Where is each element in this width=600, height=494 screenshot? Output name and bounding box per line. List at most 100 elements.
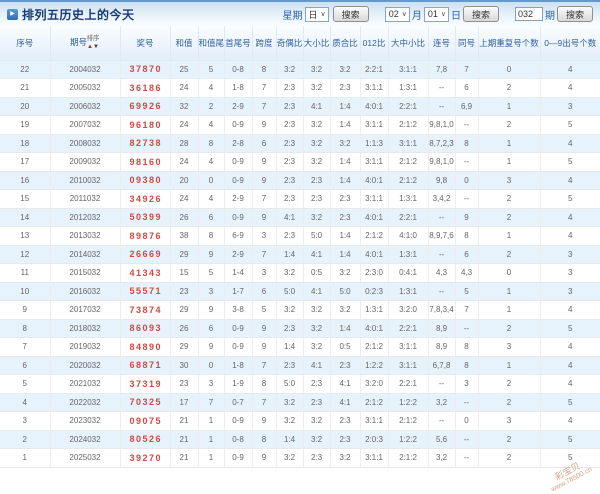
cell-span: 9 <box>252 115 277 135</box>
cell-odd-even: 5:0 <box>276 374 304 394</box>
cell-seq: 16 <box>0 171 51 190</box>
cell-repeat-count: 0 <box>478 60 541 79</box>
cell-winning-number: 55571 <box>120 282 171 301</box>
cell-sum-tail: 3 <box>198 282 225 301</box>
cell-big-mid-small: 2:2:1 <box>388 208 429 227</box>
cell-odd-even: 3:2 <box>276 263 304 283</box>
cell-prime-composite: 5:0 <box>330 282 361 301</box>
cell-issue: 2006032 <box>50 97 121 116</box>
cell-big-small: 4:1 <box>303 245 331 264</box>
cell-seq: 22 <box>0 60 51 79</box>
cell-first-last: 0-9 <box>224 319 253 338</box>
cell-012: 3:1:1 <box>360 152 389 172</box>
cell-same: 5 <box>455 282 479 301</box>
cell-repeat-count: 1 <box>478 282 541 301</box>
cell-sum-tail: 3 <box>198 374 225 394</box>
cell-repeat-count: 1 <box>478 226 541 246</box>
cell-digit-count: 5 <box>540 189 600 209</box>
cell-odd-even: 2:3 <box>276 171 304 190</box>
cell-first-last: 6-9 <box>224 226 253 246</box>
month-select[interactable]: 02 ∨ <box>384 6 410 22</box>
col-header-sum-tail: 和值尾 <box>197 26 225 61</box>
table-row: 12 2014032 26669 29 9 2-9 7 1:4 4:1 1:4 … <box>0 245 600 264</box>
cell-sum: 29 <box>170 245 199 264</box>
cell-first-last: 2-8 <box>224 134 253 153</box>
cell-012: 2:1:2 <box>360 393 389 412</box>
cell-big-small: 2:3 <box>303 393 331 412</box>
cell-big-mid-small: 2:2:1 <box>388 97 429 116</box>
cell-big-mid-small: 1:2:2 <box>388 430 429 449</box>
cell-big-mid-small: 2:1:2 <box>388 152 429 172</box>
cell-repeat-count: 2 <box>478 189 541 209</box>
cell-012: 2:1:2 <box>360 226 389 246</box>
cell-first-last: 0-8 <box>224 60 253 79</box>
cell-sum-tail: 5 <box>198 263 225 283</box>
cell-winning-number: 68871 <box>120 356 171 375</box>
cell-big-small: 3:2 <box>303 60 331 79</box>
cell-seq: 5 <box>0 374 51 394</box>
cell-big-small: 0:5 <box>303 263 331 283</box>
cell-consecutive: -- <box>428 374 456 394</box>
cell-consecutive: 7,8,3,4 <box>428 300 456 320</box>
cell-prime-composite: 3:2 <box>330 448 361 468</box>
cell-seq: 8 <box>0 319 51 338</box>
cell-digit-count: 3 <box>540 263 600 283</box>
cell-012: 2:1:2 <box>360 337 389 357</box>
table-body: 22 2004032 37870 25 5 0-8 8 3:2 3:2 3:2 … <box>0 60 600 468</box>
cell-sum-tail: 9 <box>198 300 225 320</box>
cell-span: 9 <box>252 319 277 338</box>
cell-consecutive: 9,8 <box>428 171 456 190</box>
cell-first-last: 1-8 <box>224 356 253 375</box>
cell-odd-even: 3:2 <box>276 60 304 79</box>
cell-big-small: 4:1 <box>303 97 331 116</box>
cell-consecutive: 5,6 <box>428 430 456 449</box>
cell-repeat-count: 3 <box>478 171 541 190</box>
col-header-seq: 序号 <box>0 26 51 61</box>
cell-big-mid-small: 1:3:1 <box>388 245 429 264</box>
cell-first-last: 2-9 <box>224 189 253 209</box>
cell-span: 6 <box>252 134 277 153</box>
cell-same: 6,9 <box>455 97 479 116</box>
date-search-button[interactable]: 搜索 <box>462 6 499 22</box>
cell-sum: 32 <box>170 97 199 116</box>
month-label: 月 <box>411 10 422 22</box>
cell-012: 4:0:1 <box>360 97 389 116</box>
cell-big-mid-small: 1:3:1 <box>388 78 429 98</box>
cell-same: -- <box>455 189 479 209</box>
cell-issue: 2015032 <box>50 263 121 283</box>
cell-prime-composite: 2:3 <box>330 208 361 227</box>
chevron-down-icon: ∨ <box>401 11 407 18</box>
cell-issue: 2013032 <box>50 226 121 246</box>
sort-label: 排序 <box>86 35 100 42</box>
cell-consecutive: 3,4,2 <box>428 189 456 209</box>
cell-big-mid-small: 2:1:2 <box>388 448 429 468</box>
week-select[interactable]: 日 ∨ <box>304 6 329 22</box>
issue-input[interactable] <box>514 7 543 21</box>
cell-sum-tail: 8 <box>198 226 225 246</box>
col-header-span: 跨度 <box>251 26 277 61</box>
cell-sum-tail: 4 <box>198 152 225 172</box>
cell-repeat-count: 1 <box>478 356 541 375</box>
history-table: 序号 期号 排序 ▲▼ 奖号 和值 和值尾 首尾号 跨度 奇偶比 大小比 <box>0 26 600 468</box>
cell-consecutive: 6,7,8 <box>428 356 456 375</box>
cell-digit-count: 5 <box>540 430 600 449</box>
cell-sum: 21 <box>170 411 199 431</box>
sort-control[interactable]: 排序 ▲▼ <box>86 35 100 51</box>
cell-sum-tail: 5 <box>198 60 225 79</box>
cell-digit-count: 5 <box>540 115 600 135</box>
day-select[interactable]: 01 ∨ <box>423 6 449 22</box>
cell-big-small: 3:2 <box>303 300 331 320</box>
cell-same: 0 <box>455 171 479 190</box>
table-row: 8 2018032 86093 26 6 0-9 9 2:3 3:2 1:4 4… <box>0 319 600 338</box>
cell-digit-count: 4 <box>540 78 600 98</box>
cell-repeat-count: 2 <box>478 430 541 449</box>
cell-prime-composite: 1:4 <box>330 171 361 190</box>
cell-repeat-count: 2 <box>478 208 541 227</box>
week-search-button[interactable]: 搜索 <box>332 6 369 22</box>
cell-seq: 10 <box>0 282 51 301</box>
table-row: 11 2015032 41343 15 5 1-4 3 3:2 0:5 3:2 … <box>0 263 600 283</box>
cell-sum-tail: 1 <box>198 411 225 431</box>
issue-search-button[interactable]: 搜索 <box>556 6 593 22</box>
cell-winning-number: 98160 <box>120 152 171 172</box>
cell-prime-composite: 1:4 <box>330 97 361 116</box>
